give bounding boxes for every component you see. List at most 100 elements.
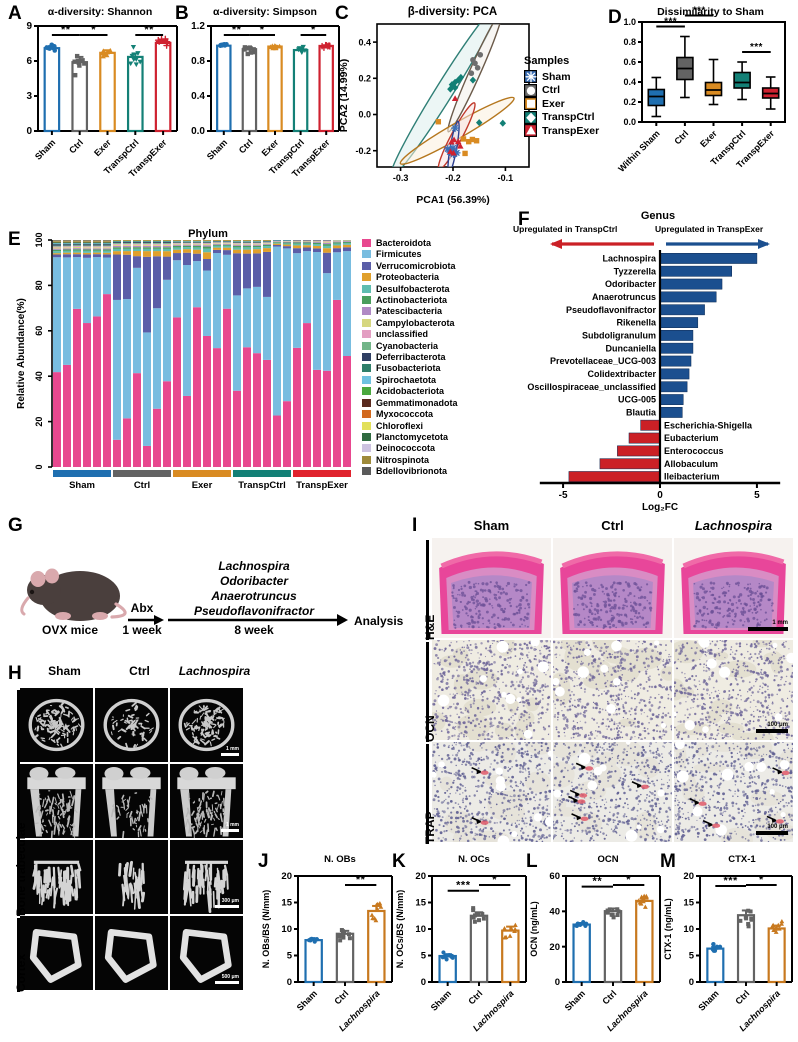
svg-text:***: *** xyxy=(750,42,763,53)
phylum-legend-item[interactable]: Deinococcota xyxy=(362,443,458,454)
svg-text:*: * xyxy=(311,24,316,36)
svg-text:TranspCtrl: TranspCtrl xyxy=(238,480,286,491)
phylum-legend-label: Firmicutes xyxy=(376,249,422,260)
svg-text:Subdoligranulum: Subdoligranulum xyxy=(582,330,656,340)
phylum-legend-item[interactable]: Proteobacteria xyxy=(362,272,458,283)
phylum-color-swatch xyxy=(362,250,371,259)
phylum-legend-item[interactable]: Gemmatimonadota xyxy=(362,398,458,409)
histology-image xyxy=(553,742,672,842)
legend-swatch-diamond-icon xyxy=(524,110,537,124)
svg-text:0.8: 0.8 xyxy=(191,56,205,67)
legend-swatch-square-icon xyxy=(524,97,537,111)
svg-text:100: 100 xyxy=(34,232,44,247)
phylum-legend-item[interactable]: Bdellovibrionota xyxy=(362,466,458,477)
phylum-legend-item[interactable]: Campylobacterota xyxy=(362,318,458,329)
svg-text:Abx: Abx xyxy=(131,601,154,615)
microct-image xyxy=(95,916,168,990)
phylum-legend-item[interactable]: unclassified xyxy=(362,329,458,340)
panel-i-row-label: OCN xyxy=(423,715,437,742)
panel-m-label: M xyxy=(660,851,676,872)
phylum-legend-item[interactable]: Myxococcota xyxy=(362,409,458,420)
histology-image xyxy=(432,640,551,740)
phylum-legend-item[interactable]: Nitrospinota xyxy=(362,455,458,466)
svg-text:Exer: Exer xyxy=(192,480,213,491)
phylum-legend-label: Actinobacteriota xyxy=(376,295,448,306)
phylum-legend-item[interactable]: Actinobacteriota xyxy=(362,295,458,306)
panel-j-title: N. OBs xyxy=(324,854,356,865)
phylum-legend-label: Patescibacteria xyxy=(376,306,443,317)
legend-item-transpexer[interactable]: TranspExer xyxy=(524,124,599,138)
svg-text:Exer: Exer xyxy=(260,137,281,158)
phylum-legend-item[interactable]: Patescibacteria xyxy=(362,306,458,317)
legend-item-sham[interactable]: Sham xyxy=(524,70,599,84)
svg-text:40: 40 xyxy=(34,371,44,381)
phylum-color-swatch xyxy=(362,284,371,293)
svg-text:-0.2: -0.2 xyxy=(445,173,461,183)
svg-text:0.8: 0.8 xyxy=(623,37,636,47)
panel-e-stackedbar: 0 20 40 60 80 100 Relative Abundance(%) Sham Ctr… xyxy=(16,232,351,491)
phylum-legend-label: Deferribacterota xyxy=(376,352,446,363)
phylum-legend-label: Bacteroidota xyxy=(376,238,432,248)
panel-j-label: J xyxy=(258,851,269,872)
svg-text:Log₂FC: Log₂FC xyxy=(642,502,678,513)
phylum-color-swatch xyxy=(362,421,371,430)
scale-bar-label: 1 mm xyxy=(772,620,788,626)
phylum-legend-label: Campylobacterota xyxy=(376,317,455,328)
legend-label: TranspExer xyxy=(542,124,600,137)
scale-bar-label: 500 μm xyxy=(221,974,239,980)
microct-image xyxy=(20,840,93,914)
panel-i-label: I xyxy=(412,515,418,536)
legend-title-samples: Samples xyxy=(524,55,570,67)
legend-label: Exer xyxy=(542,97,565,110)
panel-e-legend: Bacteroidota Firmicutes Verrucomicrobiota P… xyxy=(362,238,458,478)
legend-item-ctrl[interactable]: Ctrl xyxy=(524,83,599,98)
phylum-color-swatch xyxy=(362,455,371,464)
svg-text:***: *** xyxy=(693,5,706,16)
microct-image xyxy=(95,840,168,914)
phylum-legend-label: Planctomycetota xyxy=(376,431,449,442)
phylum-legend-item[interactable]: Planctomycetota xyxy=(362,432,458,443)
phylum-legend-item[interactable]: Spirochaetota xyxy=(362,375,458,386)
scale-bar-label: 100 μm xyxy=(767,824,788,830)
panel-d: D Dissimilarity to Sham 0.0 0.2 0.4 0.6 0.8 1… xyxy=(608,4,793,194)
panel-h-column-label: Ctrl xyxy=(129,664,150,678)
panel-b-label: B xyxy=(175,3,189,24)
svg-text:0.2: 0.2 xyxy=(623,97,636,107)
panel-f-barchart: Lachnospira Tyzzerella Odoribacter Anaerotr… xyxy=(527,239,781,513)
panel-i-row-rule xyxy=(426,540,429,640)
phylum-color-swatch xyxy=(362,307,371,316)
legend-item-exer[interactable]: Exer xyxy=(524,97,599,111)
svg-text:OVX mice: OVX mice xyxy=(42,623,98,637)
phylum-legend-item[interactable]: Deferribacterota xyxy=(362,352,458,363)
panel-h-label: H xyxy=(8,663,22,684)
phylum-legend-item[interactable]: Cyanobacteria xyxy=(362,341,458,352)
phylum-legend-item[interactable]: Fusobacteriota xyxy=(362,363,458,374)
phylum-legend-label: Verrucomicrobiota xyxy=(376,260,456,271)
svg-text:Enterococcus: Enterococcus xyxy=(664,446,724,456)
svg-text:TranspExer: TranspExer xyxy=(296,480,348,491)
phylum-legend-item[interactable]: Bacteroidota xyxy=(362,238,458,249)
panel-h-row-group-label: Cortex xyxy=(14,953,28,992)
svg-text:Ctrl: Ctrl xyxy=(134,480,150,491)
svg-text:UCG-005: UCG-005 xyxy=(618,395,656,405)
panel-l: L OCN 0 20 40 60 OCN (ng/mL) Sham Ctrl Lachnosp… xyxy=(526,852,666,1040)
histology-image xyxy=(553,640,672,740)
panel-d-label: D xyxy=(608,7,622,28)
phylum-legend-item[interactable]: Verrucomicrobiota xyxy=(362,261,458,272)
histology-image xyxy=(432,742,551,842)
svg-text:9: 9 xyxy=(26,21,32,32)
phylum-legend-label: Myxococcota xyxy=(376,409,434,420)
microct-image xyxy=(95,764,168,838)
scale-bar xyxy=(221,753,239,756)
phylum-legend-item[interactable]: Firmicutes xyxy=(362,249,458,260)
phylum-legend-item[interactable]: Acidobacteriota xyxy=(362,386,458,397)
svg-text:-5: -5 xyxy=(559,490,568,501)
legend-item-transpctrl[interactable]: TranspCtrl xyxy=(524,110,599,125)
svg-text:1.2: 1.2 xyxy=(191,21,205,32)
panel-i-column-label: Lachnospira xyxy=(694,518,773,533)
phylum-legend-item[interactable]: Desulfobacterota xyxy=(362,284,458,295)
phylum-color-swatch xyxy=(362,353,371,362)
phylum-legend-item[interactable]: Chloroflexi xyxy=(362,421,458,432)
legend-label: TranspCtrl xyxy=(542,111,595,124)
